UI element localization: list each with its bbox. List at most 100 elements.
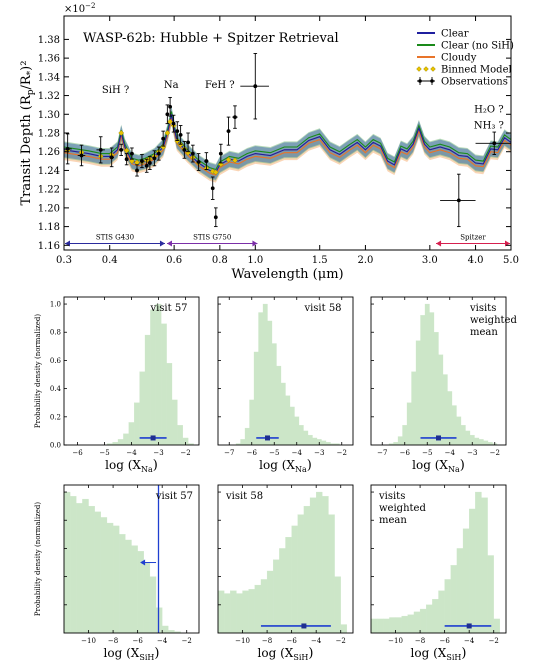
- hist-x-label-close: ): [307, 458, 312, 473]
- observation-point: [171, 121, 176, 126]
- hist-x-axis-label: log (XNa): [259, 458, 312, 474]
- hist-x-tick-label: −4: [292, 449, 303, 457]
- histogram-bar: [460, 425, 466, 446]
- histogram-bar: [419, 608, 427, 634]
- x-tick-label: 0.6: [166, 255, 182, 266]
- histogram-bar: [171, 399, 178, 446]
- histogram-bar: [340, 624, 348, 634]
- histogram-bar: [395, 617, 402, 634]
- histogram-bar: [276, 365, 282, 446]
- observation-point: [161, 136, 166, 141]
- instrument-range-arrowhead: [252, 240, 258, 247]
- histogram-bar: [312, 437, 318, 446]
- observation-point: [156, 151, 161, 156]
- hist-y-tick-label: 0.0: [50, 442, 61, 450]
- legend-swatch: [423, 66, 429, 72]
- hist-x-tick-label: −7: [224, 449, 234, 457]
- y-tick-label: 1.16: [38, 241, 60, 252]
- observation-point: [175, 129, 180, 134]
- hist-y-tick-label: 1.0: [50, 301, 61, 309]
- y-axis-label-sub-star: *: [26, 70, 36, 75]
- x-tick-label: 0.4: [102, 255, 118, 266]
- histogram-bar: [253, 351, 259, 446]
- histogram-bar: [106, 522, 114, 634]
- histogram-bar: [223, 593, 231, 634]
- y-axis-label-close: )²: [19, 61, 34, 71]
- histogram-bar: [429, 312, 435, 446]
- observation-point: [147, 161, 152, 165]
- histogram-bar: [285, 395, 291, 446]
- hist-x-tick-label: −5: [99, 449, 109, 457]
- histogram-bar: [260, 579, 268, 634]
- hist-y-tick-label: 0.2: [50, 413, 61, 421]
- histogram-bar: [321, 440, 327, 446]
- histogram-bar: [397, 436, 403, 446]
- hist-y-tick-label: 0.8: [50, 329, 61, 337]
- binned-model-point: [212, 169, 219, 176]
- y-tick-label: 1.28: [38, 129, 60, 140]
- histogram-bar: [334, 576, 341, 634]
- y-offset-label: ×10−2: [64, 2, 95, 15]
- y-tick-label: 1.22: [38, 185, 60, 196]
- x-tick-label: 1.5: [312, 255, 328, 266]
- hist-x-label-main: log (X: [105, 458, 141, 472]
- histogram-bar: [407, 614, 415, 634]
- y-axis-label-paren: (R: [19, 94, 34, 114]
- observation-point: [152, 156, 157, 161]
- histogram-bar: [100, 517, 108, 634]
- observation-point: [144, 163, 149, 168]
- observation-point: [79, 153, 84, 158]
- y-axis-label-main: Transit Depth: [19, 114, 34, 206]
- histogram-bar: [254, 584, 262, 634]
- y-axis-label: Transit Depth (Rp/R*)²: [19, 61, 36, 206]
- feature-annotation: SiH ?: [102, 85, 129, 96]
- histogram-bar: [389, 617, 396, 634]
- hist-x-label-main: log (X: [411, 646, 447, 660]
- estimate-marker: [265, 435, 270, 441]
- histogram-frame: [217, 484, 354, 634]
- histogram-bar: [131, 545, 138, 634]
- hist-x-axis-label: log (XNa): [105, 458, 158, 474]
- histogram-bar: [280, 382, 286, 446]
- hist-x-axis-label: log (XSiH): [104, 646, 160, 662]
- histogram-bar: [303, 430, 309, 446]
- observation-point: [168, 104, 173, 109]
- histogram-bar: [291, 525, 298, 634]
- histogram-panel: −10 −8 −6 −4 −2 log (XSiH) Probability density…: [34, 484, 200, 662]
- feature-annotation: H₂O ?: [474, 104, 503, 115]
- hist-x-label-sub: Na: [448, 465, 460, 474]
- histogram-frame: [217, 296, 354, 446]
- y-tick-label: 1.34: [38, 72, 60, 83]
- histogram-bar: [155, 303, 162, 446]
- histogram-bar: [432, 599, 439, 634]
- observation-point: [213, 215, 218, 220]
- hist-x-tick-label: −6: [439, 637, 450, 645]
- histogram-frame: [370, 484, 507, 634]
- histogram-bar: [262, 303, 268, 446]
- observation-point: [119, 147, 124, 152]
- instrument-range-label: STIS G750: [193, 233, 231, 241]
- panel-label: visit 57: [155, 491, 193, 502]
- histogram-bar: [149, 576, 157, 634]
- histogram-frame: [63, 484, 200, 634]
- histogram-bar: [94, 511, 101, 634]
- histogram-bar: [493, 618, 501, 634]
- histogram-bar: [217, 590, 225, 634]
- observation-point: [98, 147, 103, 152]
- hist-x-axis-label: log (XSiH): [411, 646, 467, 662]
- hist-x-tick-label: −5: [269, 449, 279, 457]
- hist-x-axis-label: log (XNa): [412, 458, 465, 474]
- x-tick-label: 4.0: [468, 255, 484, 266]
- hist-x-label-main: log (X: [259, 458, 295, 472]
- histogram-bar: [401, 615, 408, 634]
- hist-x-axis-label: log (XSiH): [258, 646, 314, 662]
- observation-point: [492, 141, 497, 146]
- x-tick-label: 3.0: [422, 255, 438, 266]
- histogram-bar: [383, 618, 390, 634]
- histogram-bar: [143, 562, 151, 634]
- histogram-bar: [82, 498, 89, 634]
- x-tick-label: 5.0: [503, 255, 519, 266]
- observation-point: [226, 129, 231, 134]
- legend-label: Clear (no SiH): [441, 41, 514, 52]
